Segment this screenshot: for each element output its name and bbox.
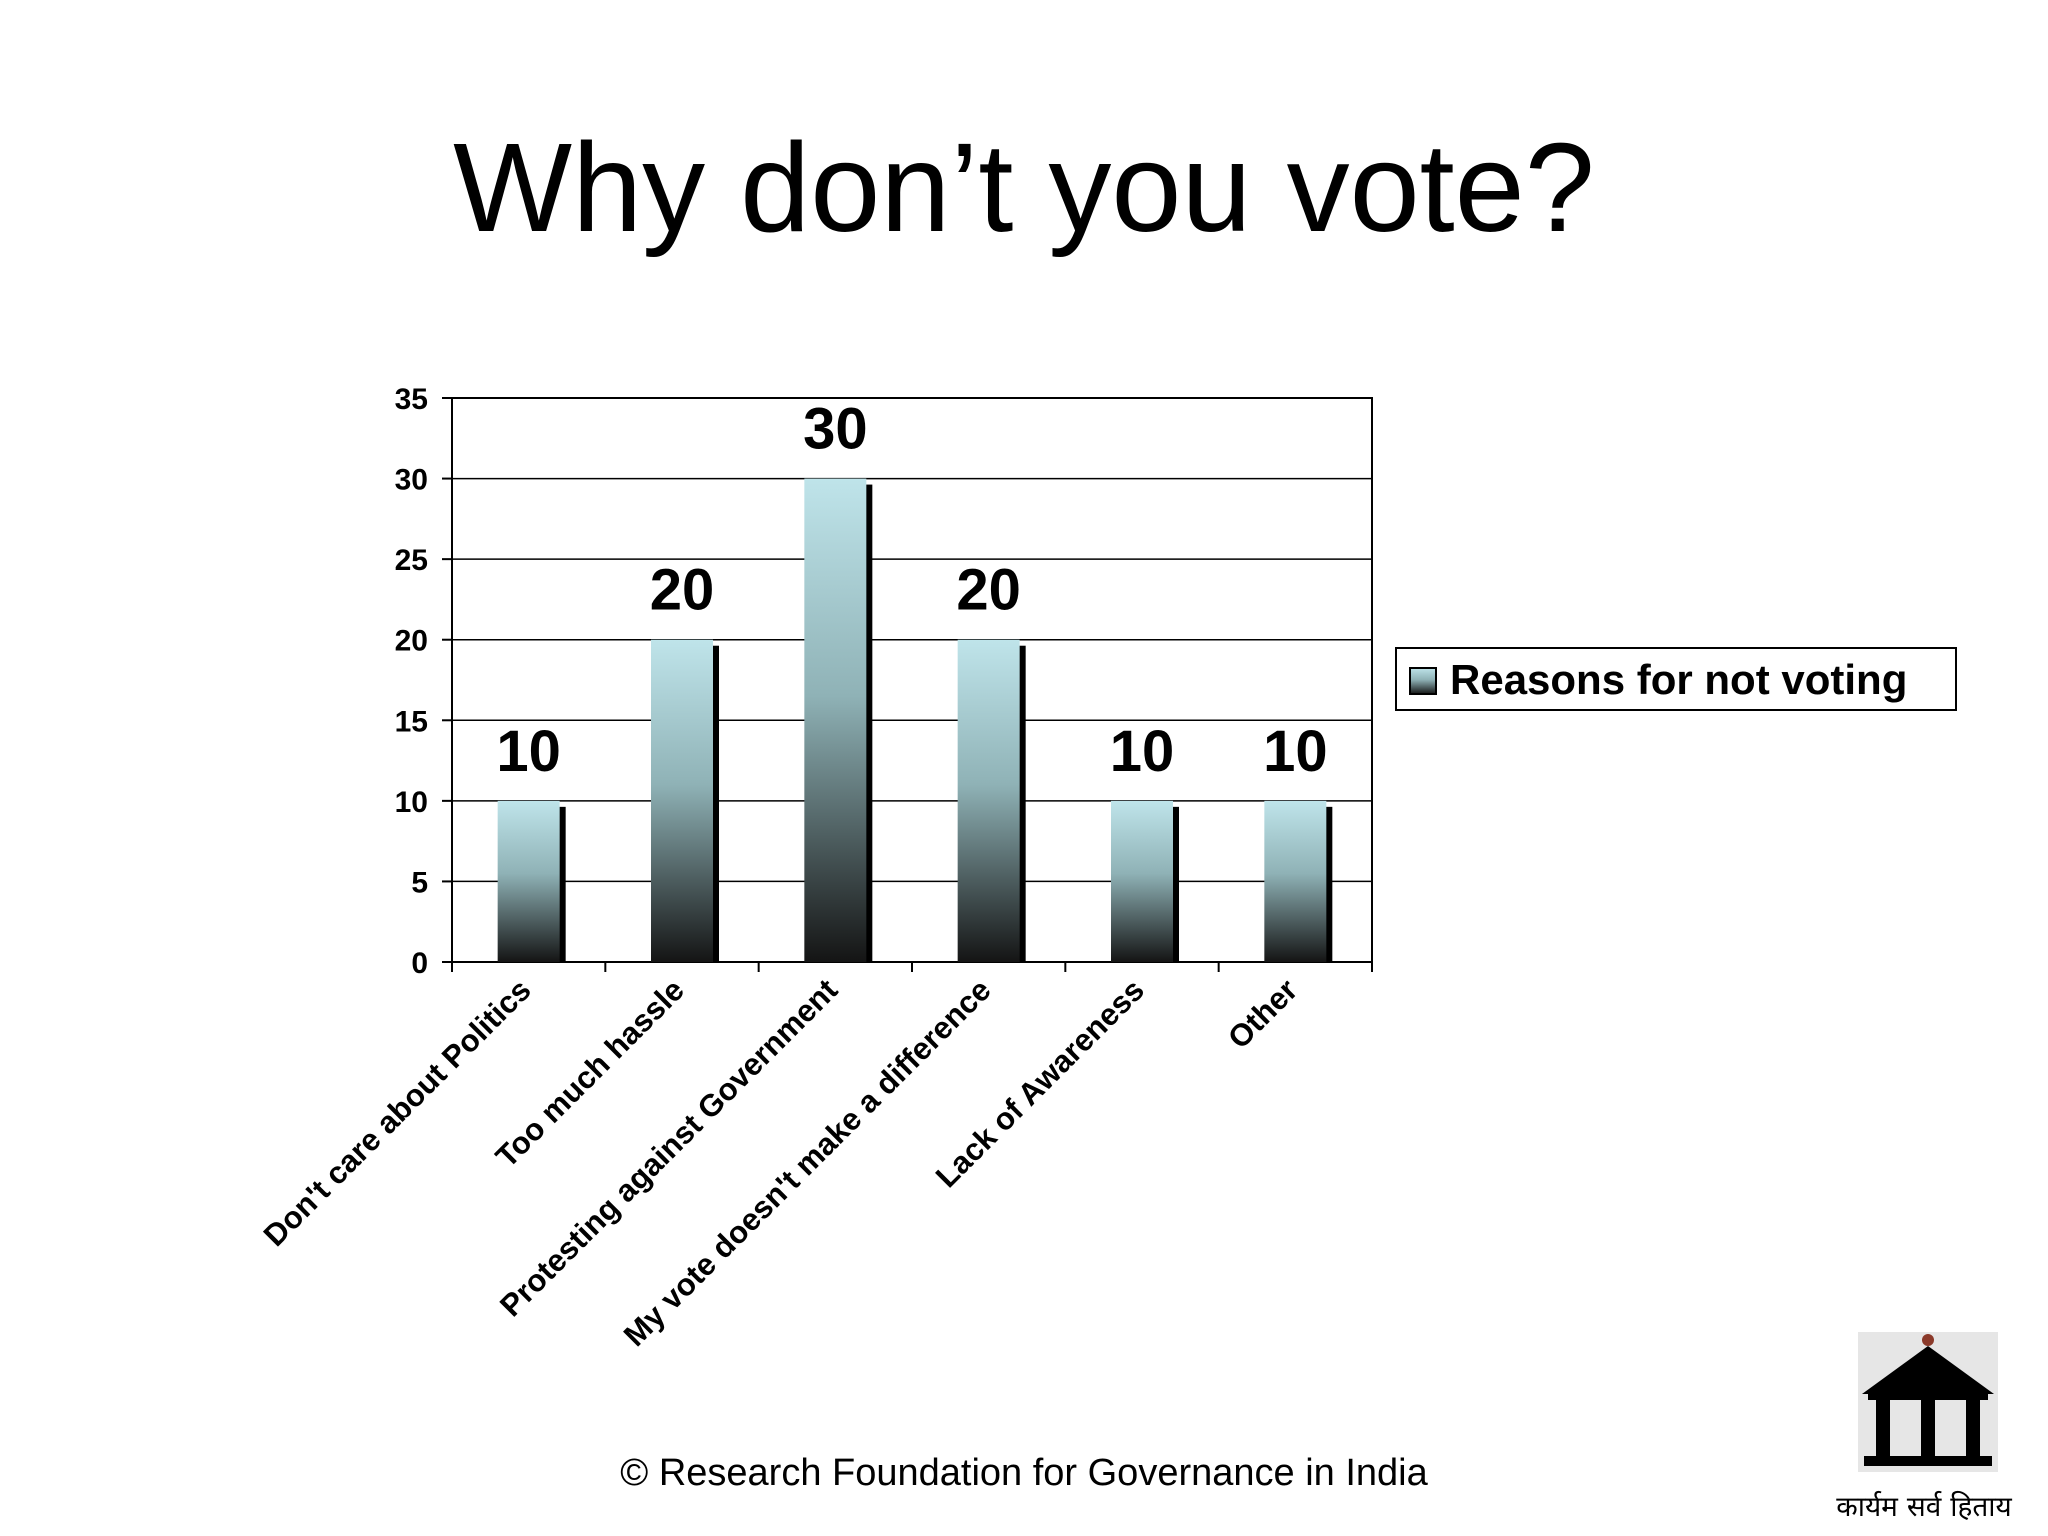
bar: [957, 639, 1020, 962]
y-tick-label: 20: [395, 625, 428, 658]
y-tick-label: 25: [395, 544, 428, 577]
pillared-temple-icon: [1858, 1332, 1998, 1472]
bar-chart: 0 5 10 15 20 25 30 35 Don't care about Politics…: [257, 383, 1957, 1353]
y-tick-label: 0: [411, 947, 428, 980]
legend: Reasons for not voting: [1395, 647, 1957, 711]
y-tick-label: 5: [411, 866, 428, 899]
bars: [497, 478, 1333, 962]
copyright-footer: © Research Foundation for Governance in …: [620, 1452, 1428, 1494]
bar: [1264, 800, 1327, 962]
bar: [804, 478, 867, 962]
legend-box: [1395, 647, 1957, 711]
data-labels: 10 20 30 20 10 10: [496, 397, 1327, 784]
slide-title: Why don’t you vote?: [453, 117, 1595, 258]
plot-area: [451, 397, 1373, 963]
bar: [651, 639, 713, 962]
data-label: 10: [1263, 719, 1328, 784]
bar: [497, 800, 560, 962]
y-tick-label: 35: [395, 383, 428, 416]
x-tick-label: Don't care about Politics: [257, 972, 538, 1253]
y-tick-label: 30: [395, 464, 428, 497]
y-tick-label: 15: [395, 705, 428, 738]
x-tick-label: Protesting against Government: [493, 972, 844, 1323]
y-tick-label: 10: [395, 786, 428, 819]
gridlines: [452, 477, 1372, 883]
data-label: 10: [496, 719, 561, 784]
data-label: 20: [956, 558, 1021, 623]
legend-swatch: [1409, 667, 1437, 695]
legend-label: Reasons for not voting: [1450, 656, 1907, 703]
data-label: 10: [1110, 719, 1175, 784]
x-tick-label: Other: [1221, 972, 1304, 1055]
data-label: 30: [803, 397, 868, 462]
data-label: 20: [650, 558, 715, 623]
y-axis: 0 5 10 15 20 25 30 35: [395, 383, 452, 980]
bar: [1111, 800, 1173, 962]
logo-motto: कार्यम सर्व हिताय: [1836, 1490, 2012, 1523]
